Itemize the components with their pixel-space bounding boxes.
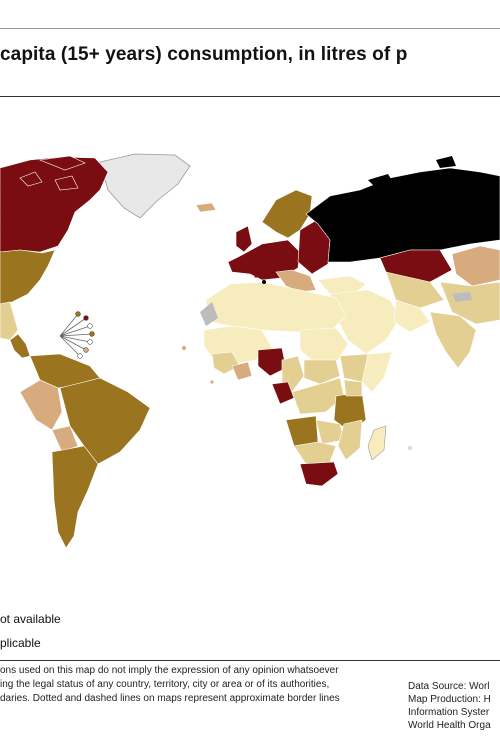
region-turkey [317,275,367,295]
region-chad-car [303,359,341,385]
region-argentina-chile [51,445,99,549]
region-north-africa [205,281,347,333]
island-dot [182,346,186,350]
legend-not-available-label: ot available [0,612,61,626]
region-sudan [299,327,349,363]
region-iran [393,299,431,333]
region-somalia [361,351,393,393]
region-uk [235,225,253,253]
region-western-sahara [200,302,218,326]
region-south-africa [299,461,339,487]
top-rule [0,28,500,29]
footer-rule [0,660,500,661]
region-ivory-coast [231,361,253,381]
region-namibia-botswana [293,441,337,465]
region-bolivia [51,425,79,453]
region-canada [0,156,109,253]
region-russia [305,167,500,263]
region-himalaya-gray [452,292,472,302]
title-rule [0,96,500,97]
region-mozambique [337,419,363,461]
island-dot [254,274,258,278]
disclaimer-line: ing the legal status of any country, ter… [0,679,330,690]
region-usa [0,249,56,305]
source-line: Map Production: H [408,694,491,705]
region-south-asia [429,311,477,369]
region-italy-balkans [275,269,317,293]
island-dot [262,280,266,284]
region-nigeria [257,347,287,377]
region-russia-islands [368,156,456,188]
region-peru [19,379,63,431]
region-mexico [0,301,19,341]
region-madagascar [367,425,387,461]
source-line: Data Source: Worl [408,681,490,692]
region-east-africa-light [343,379,363,397]
region-angola [285,415,319,447]
region-canada-islands [19,155,86,191]
disclaimer: ons used on this map do not imply the ex… [0,664,392,706]
source-line: Information Syster [408,707,490,718]
island-dot [408,446,412,450]
source-line: World Health Orga [408,720,491,731]
region-mongolia [451,245,500,287]
region-china [439,281,500,325]
region-greenland [99,153,191,219]
world-map [0,153,500,549]
region-central-asia [385,271,445,309]
region-central-america [9,333,31,359]
caribbean-callouts [59,313,93,357]
region-iceland [195,202,217,213]
disclaimer-line: ons used on this map do not imply the ex… [0,665,339,676]
source-credits: Data Source: Worl Map Production: H Info… [408,680,500,732]
region-middle-east [329,289,401,355]
legend-not-applicable-label: plicable [0,636,41,650]
caribbean-dots [75,311,95,359]
island-dot [210,380,214,384]
map-title: capita (15+ years) consumption, in litre… [0,44,408,65]
disclaimer-line: daries. Dotted and dashed lines on maps … [0,693,340,704]
region-brazil [59,377,151,465]
